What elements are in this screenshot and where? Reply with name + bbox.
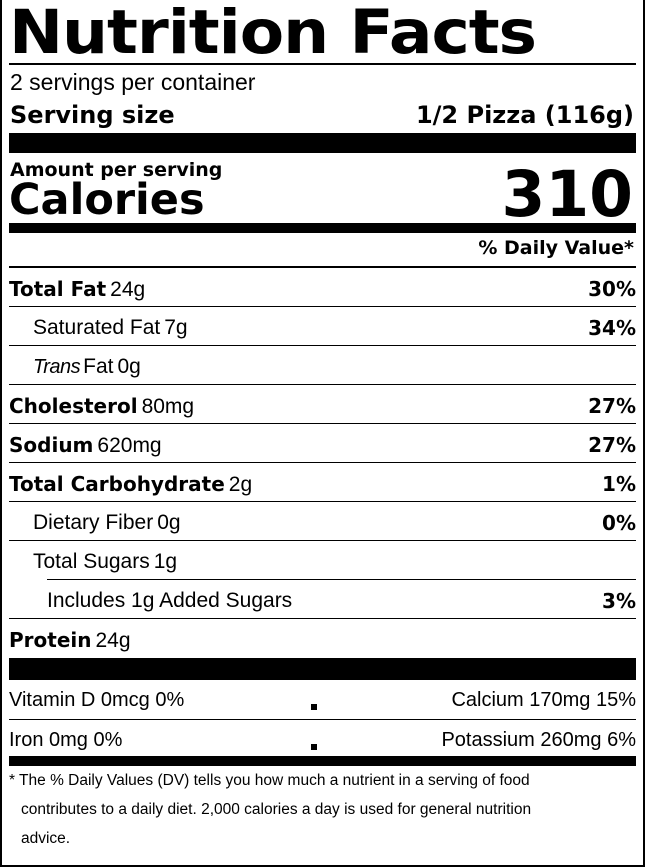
nutrient-amount: 24g	[95, 629, 131, 652]
row-divider	[9, 423, 636, 424]
row-divider	[9, 719, 636, 720]
nutrient-name: Protein	[9, 628, 92, 652]
nutrient-amount: 0g	[117, 355, 141, 378]
nutrient-row-cholesterol: Cholesterol 80mg 27%	[9, 385, 636, 424]
nutrient-amount: 7g	[164, 316, 188, 339]
row-divider	[47, 579, 636, 580]
nutrient-amount: 620mg	[97, 434, 162, 457]
nutrient-row-sodium: Sodium 620mg 27%	[9, 424, 636, 463]
nutrient-dv: 0%	[602, 511, 636, 535]
row-divider	[9, 501, 636, 502]
footnote-line: contributes to a daily diet. 2,000 calor…	[21, 801, 532, 818]
serving-size-value: 1/2 Pizza (116g)	[415, 101, 634, 129]
bullet-icon	[311, 704, 317, 710]
nutrient-name: Total Fat	[9, 277, 107, 301]
vitamin-left: Iron 0mg 0%	[9, 729, 123, 751]
calories-rule	[9, 223, 636, 233]
vitamin-right: Potassium 260mg 6%	[441, 729, 636, 751]
nutrient-name: Dietary Fiber	[33, 511, 154, 534]
label-title: Nutrition Facts	[9, 0, 537, 68]
nutrient-row-trans-fat: Trans Fat 0g	[9, 346, 636, 385]
row-divider	[9, 462, 636, 463]
calories-value: 310	[501, 158, 633, 231]
daily-value-header: % Daily Value*	[478, 237, 634, 259]
thick-rule-vitamins	[9, 658, 636, 680]
serving-size-label: Serving size	[10, 101, 175, 129]
vitamin-right: Calcium 170mg 15%	[451, 689, 636, 711]
nutrient-dv: 3%	[602, 589, 636, 613]
nutrient-name: Fat	[83, 355, 114, 378]
nutrient-dv: 1%	[602, 472, 636, 496]
footnote-line: * The % Daily Values (DV) tells you how …	[9, 772, 530, 789]
nutrient-row-dietary-fiber: Dietary Fiber 0g 0%	[9, 502, 636, 541]
nutrient-dv: 30%	[588, 277, 636, 301]
bullet-icon	[311, 744, 317, 750]
thick-rule-bottom	[9, 756, 636, 766]
amount-per-serving: Amount per serving	[10, 159, 223, 181]
calories-label: Calories	[9, 175, 205, 225]
nutrient-dv: 34%	[588, 316, 636, 340]
footnote-line: advice.	[21, 830, 71, 847]
nutrient-dv: 27%	[588, 394, 636, 418]
nutrient-name-italic: Trans	[33, 356, 81, 378]
nutrient-name: Total Carbohydrate	[9, 472, 225, 496]
nutrient-name: Cholesterol	[9, 394, 138, 418]
nutrient-row-total-fat: Total Fat 24g 30%	[9, 268, 636, 307]
nutrient-name: Sodium	[9, 433, 94, 457]
nutrient-row-saturated-fat: Saturated Fat 7g 34%	[9, 307, 636, 346]
nutrient-row-total-sugars: Total Sugars 1g	[9, 541, 636, 580]
nutrient-amount: 80mg	[141, 395, 195, 418]
nutrient-dv: 27%	[588, 433, 636, 457]
vitamin-left: Vitamin D 0mcg 0%	[9, 689, 185, 711]
nutrient-name: Includes 1g Added Sugars	[47, 589, 293, 612]
servings-per-container: 2 servings per container	[10, 69, 256, 95]
nutrient-amount: 2g	[228, 473, 253, 496]
thick-rule-top	[9, 133, 636, 153]
nutrient-amount: 1g	[153, 550, 178, 573]
row-divider	[9, 384, 636, 385]
row-divider	[9, 306, 636, 307]
nutrient-row-protein: Protein 24g	[9, 619, 636, 658]
nutrient-name: Total Sugars	[33, 550, 150, 573]
row-divider	[9, 540, 636, 541]
row-divider	[9, 345, 636, 346]
nutrient-name: Saturated Fat	[33, 316, 161, 339]
vitamin-row: Vitamin D 0mcg 0% Calcium 170mg 15%	[9, 681, 636, 720]
title-rule	[9, 63, 636, 65]
footnote: * The % Daily Values (DV) tells you how …	[9, 766, 629, 853]
daily-value-rule	[9, 266, 636, 268]
row-divider	[9, 618, 636, 619]
nutrient-amount: 0g	[157, 511, 181, 534]
vitamin-row: Iron 0mg 0% Potassium 260mg 6%	[9, 721, 636, 760]
nutrient-row-added-sugars: Includes 1g Added Sugars 3%	[9, 580, 636, 619]
nutrient-amount: 24g	[110, 278, 146, 301]
nutrient-row-total-carbohydrate: Total Carbohydrate 2g 1%	[9, 463, 636, 502]
